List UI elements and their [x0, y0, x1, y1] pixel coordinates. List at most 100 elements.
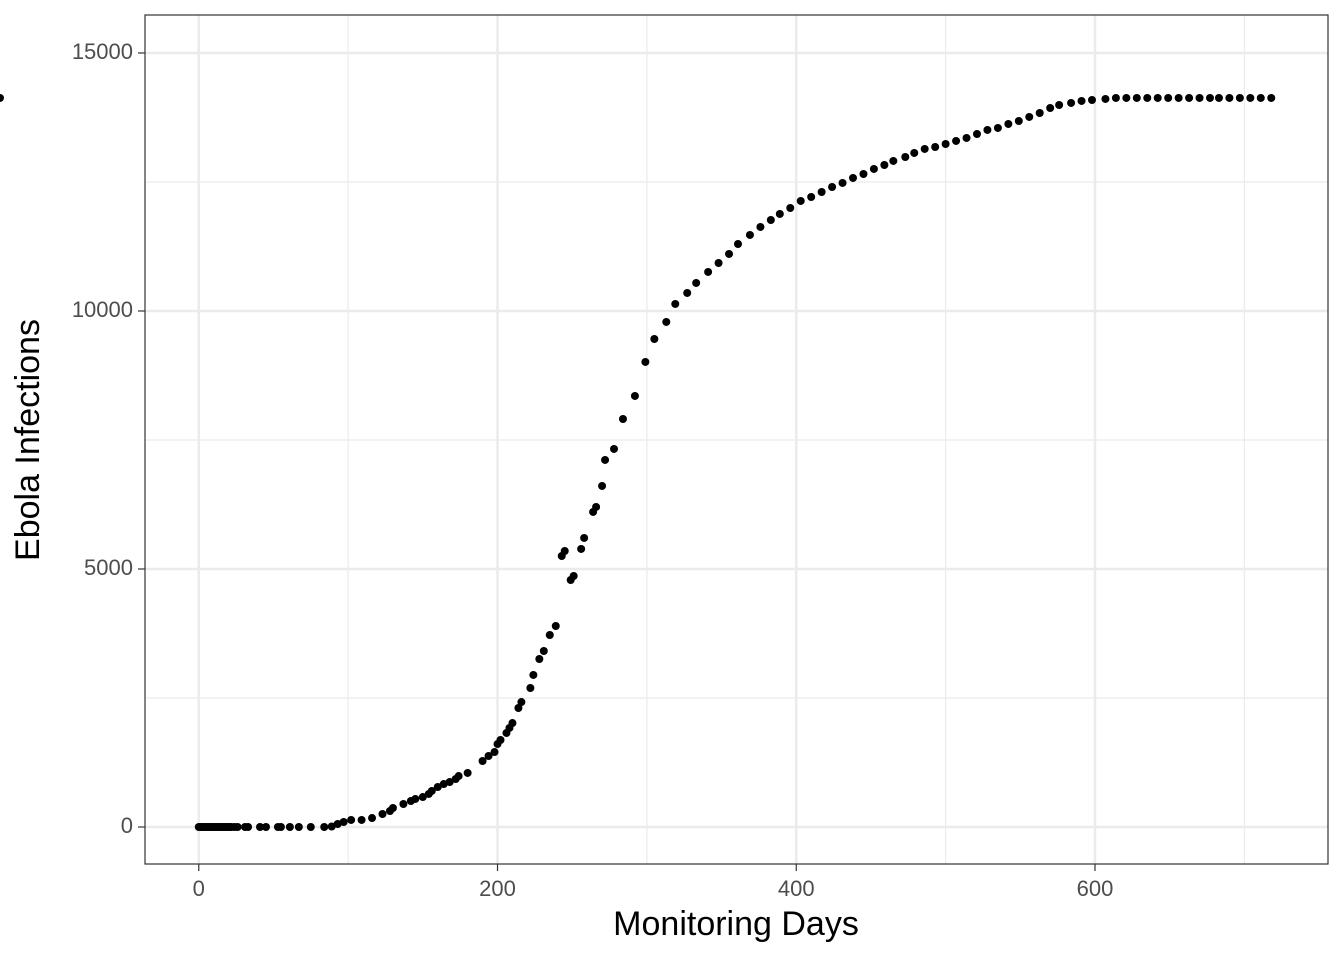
point — [1004, 119, 1013, 128]
point — [244, 823, 253, 832]
point — [1014, 116, 1023, 125]
point — [766, 216, 775, 225]
point — [569, 572, 578, 581]
point — [733, 240, 742, 249]
point — [399, 799, 408, 808]
point — [1101, 94, 1110, 103]
point — [1256, 93, 1265, 102]
point — [671, 299, 680, 308]
point — [463, 768, 472, 777]
point — [1067, 98, 1076, 107]
point — [756, 222, 765, 231]
point — [526, 683, 535, 692]
x-tick-label: 0 — [193, 876, 205, 901]
point — [1267, 93, 1276, 102]
point — [1195, 93, 1204, 102]
point — [796, 196, 805, 205]
point — [745, 230, 754, 239]
point — [580, 533, 589, 542]
point — [1122, 93, 1131, 102]
point — [859, 169, 868, 178]
y-tick-label: 5000 — [84, 555, 133, 580]
point — [931, 142, 940, 151]
point — [786, 203, 795, 212]
point — [1077, 96, 1086, 105]
point — [598, 481, 607, 490]
point — [478, 757, 487, 766]
point — [411, 794, 420, 803]
point — [327, 822, 336, 831]
point — [276, 823, 285, 832]
point — [775, 209, 784, 218]
point — [0, 93, 4, 102]
point — [285, 823, 294, 832]
point — [952, 136, 961, 145]
point — [539, 646, 548, 655]
point — [972, 129, 981, 138]
point — [993, 123, 1002, 132]
point — [901, 153, 910, 162]
x-tick-label: 200 — [479, 876, 516, 901]
point — [1143, 93, 1152, 102]
point — [618, 414, 627, 423]
point — [869, 164, 878, 173]
point — [704, 267, 713, 276]
point — [1214, 93, 1223, 102]
point — [1055, 100, 1064, 109]
y-tick-label: 0 — [121, 813, 133, 838]
point — [1035, 108, 1044, 117]
y-axis-title: Ebola Infections — [9, 319, 47, 561]
point — [256, 823, 265, 832]
point — [849, 173, 858, 182]
point — [577, 544, 586, 553]
point — [889, 156, 898, 165]
point — [490, 748, 499, 757]
point — [339, 817, 348, 826]
point — [320, 823, 329, 832]
point — [508, 719, 517, 728]
point — [445, 778, 454, 787]
point — [1246, 93, 1255, 102]
point — [418, 793, 427, 802]
point — [610, 444, 619, 453]
point — [294, 823, 303, 832]
point — [529, 670, 538, 679]
point — [433, 783, 442, 792]
point — [1174, 93, 1183, 102]
point — [347, 815, 356, 824]
point — [454, 772, 463, 781]
point — [306, 823, 315, 832]
point — [807, 192, 816, 201]
point — [880, 161, 889, 170]
point — [1025, 112, 1034, 121]
x-tick-label: 600 — [1077, 876, 1114, 901]
x-tick-label: 400 — [778, 876, 815, 901]
point — [261, 823, 270, 832]
point — [692, 278, 701, 287]
point — [484, 751, 493, 760]
point — [233, 823, 242, 832]
point — [725, 249, 734, 258]
point — [1132, 93, 1141, 102]
point — [496, 736, 505, 745]
y-tick-label: 10000 — [72, 297, 133, 322]
point — [517, 698, 526, 707]
point — [714, 258, 723, 267]
point — [551, 622, 560, 631]
point — [817, 187, 826, 196]
x-axis-title: Monitoring Days — [613, 905, 859, 943]
point — [910, 148, 919, 157]
point — [388, 804, 397, 813]
point — [962, 133, 971, 142]
point — [357, 815, 366, 824]
point — [1046, 103, 1055, 112]
point — [535, 654, 544, 663]
point — [662, 317, 671, 326]
point — [683, 288, 692, 297]
point — [1087, 95, 1096, 104]
point — [545, 630, 554, 639]
point — [1153, 93, 1162, 102]
point — [650, 335, 659, 344]
point — [920, 144, 929, 153]
